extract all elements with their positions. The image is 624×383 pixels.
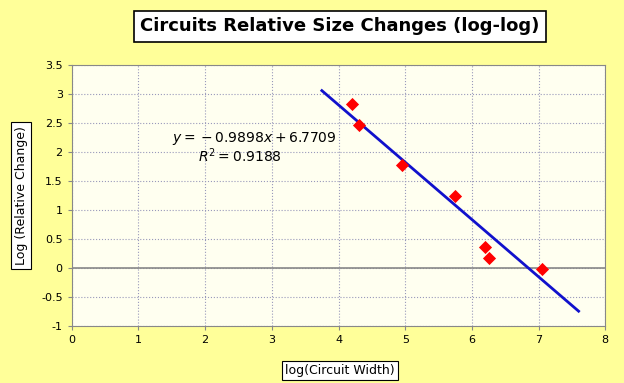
Point <box>480 244 490 250</box>
Text: log(Circuit Width): log(Circuit Width) <box>285 364 395 377</box>
Text: $R^2 = 0.9188$: $R^2 = 0.9188$ <box>198 147 282 165</box>
Point <box>347 101 357 107</box>
Text: Log (Relative Change): Log (Relative Change) <box>14 126 27 265</box>
Point <box>451 193 461 200</box>
Point <box>537 266 547 272</box>
Point <box>484 255 494 261</box>
Point <box>354 122 364 128</box>
Point <box>397 162 407 168</box>
Text: $y = -0.9898x + 6.7709$: $y = -0.9898x + 6.7709$ <box>172 129 336 147</box>
Text: Circuits Relative Size Changes (log-log): Circuits Relative Size Changes (log-log) <box>140 17 540 35</box>
